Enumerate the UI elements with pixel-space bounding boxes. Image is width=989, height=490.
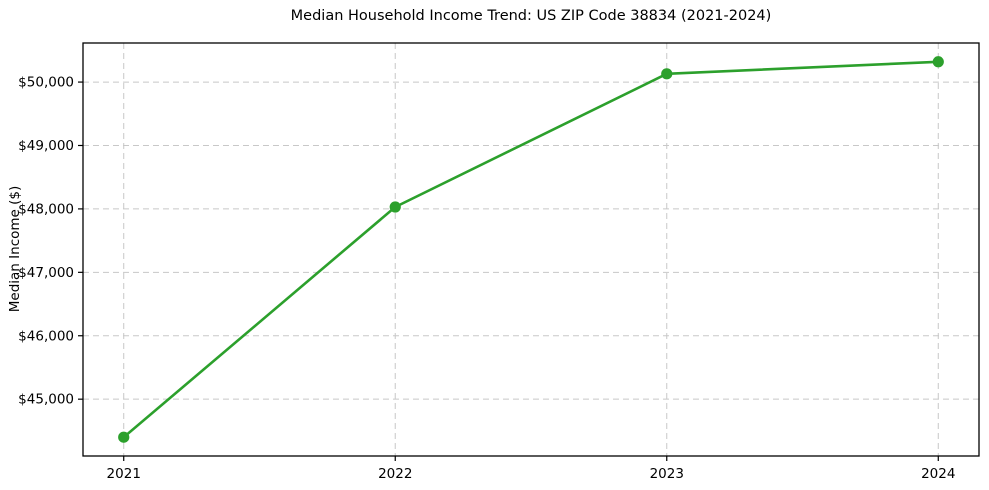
trend-line bbox=[122, 60, 940, 439]
x-tick-label: 2024 bbox=[921, 466, 955, 482]
plot-area-background bbox=[83, 43, 979, 456]
y-tick-label: $49,000 bbox=[18, 138, 74, 154]
data-point-2022 bbox=[389, 201, 401, 213]
x-tick-label: 2022 bbox=[378, 466, 412, 482]
data-point-2023 bbox=[661, 68, 673, 80]
y-tick-label: $48,000 bbox=[18, 201, 74, 217]
y-tick-label: $47,000 bbox=[18, 265, 74, 281]
x-tick-label: 2021 bbox=[107, 466, 141, 482]
y-tick-label: $50,000 bbox=[18, 75, 74, 91]
data-point-2024 bbox=[932, 56, 944, 68]
y-tick-label: $46,000 bbox=[18, 328, 74, 344]
data-point-2021 bbox=[118, 431, 130, 443]
chart-title: Median Household Income Trend: US ZIP Co… bbox=[290, 8, 772, 24]
x-tick-label: 2023 bbox=[650, 466, 684, 482]
y-tick-label: $45,000 bbox=[18, 392, 74, 408]
plot-border bbox=[82, 42, 980, 457]
